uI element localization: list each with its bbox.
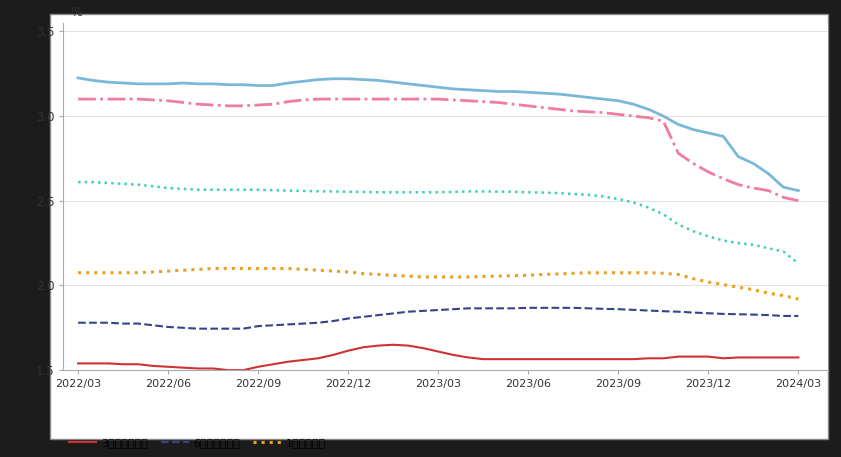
Text: %: %	[71, 6, 82, 19]
